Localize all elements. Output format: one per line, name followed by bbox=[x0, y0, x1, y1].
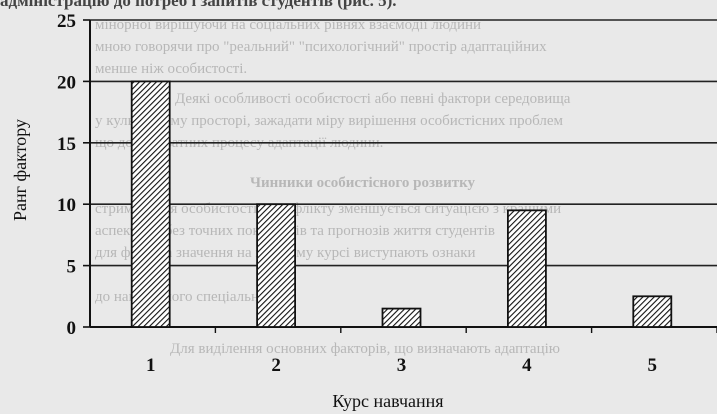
axes bbox=[83, 19, 717, 333]
body-line: Для виділення основних факторів, що визн… bbox=[170, 341, 560, 357]
x-tick-label: 1 bbox=[146, 355, 156, 376]
body-line: мною говорячи про "реальний" "психологіч… bbox=[95, 39, 547, 55]
x-tick-label: 2 bbox=[271, 355, 281, 376]
body-line: менше ніж особистості. bbox=[95, 61, 248, 77]
x-tick-label: 4 bbox=[522, 355, 532, 376]
bar-course-1 bbox=[130, 80, 171, 328]
bars bbox=[130, 80, 673, 328]
gridlines bbox=[90, 19, 717, 267]
bar-course-4 bbox=[506, 209, 547, 328]
body-line: у культурному просторі, зажадати міру ви… bbox=[95, 113, 564, 129]
y-tick-label: 15 bbox=[57, 134, 76, 155]
body-line: мінорної вирішуючи на соціальних рівнях … bbox=[95, 17, 482, 33]
x-tick-label: 3 bbox=[397, 355, 407, 376]
tick-labels: 0 5 10 15 20 25 1 2 3 4 5 bbox=[57, 11, 657, 376]
body-line: Деякі особливості особистості або певні … bbox=[175, 91, 571, 107]
y-tick-label: 10 bbox=[57, 195, 76, 216]
x-tick-label: 5 bbox=[648, 355, 658, 376]
y-tick-label: 0 bbox=[67, 318, 77, 339]
y-axis-label: Ранг фактору bbox=[10, 119, 30, 221]
body-line: Чинники особистісного розвитку bbox=[250, 175, 476, 191]
bar-course-3 bbox=[381, 307, 422, 328]
y-tick-label: 20 bbox=[57, 72, 76, 93]
heading-fragment: адміністрацію до потреб і запитів студен… bbox=[0, 0, 397, 10]
y-tick-label: 5 bbox=[67, 257, 77, 278]
bar-course-5 bbox=[632, 295, 673, 328]
y-tick-label: 25 bbox=[57, 11, 76, 32]
x-axis-label: Курс навчання bbox=[332, 391, 443, 411]
bar-course-2 bbox=[256, 203, 297, 328]
